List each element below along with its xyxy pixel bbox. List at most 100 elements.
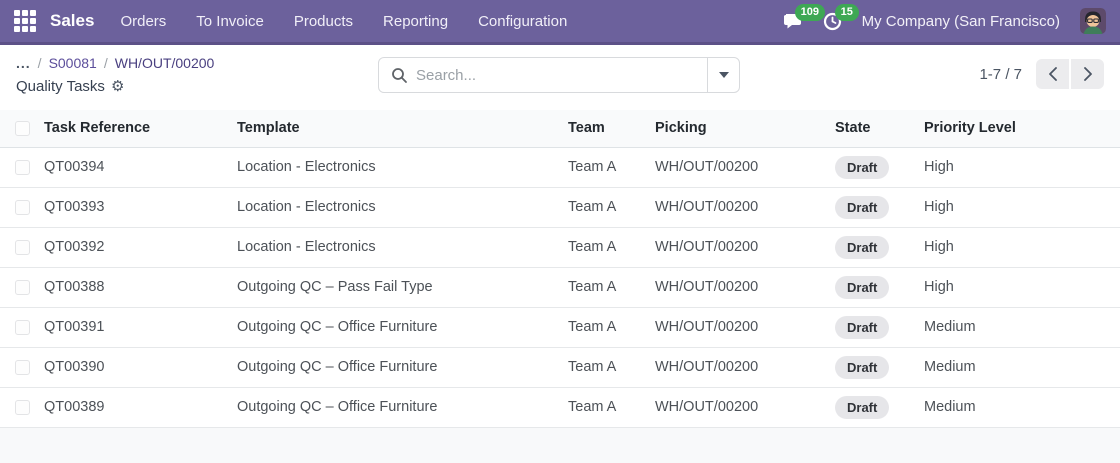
- team-cell: Team A: [568, 267, 655, 308]
- breadcrumb-parent-link[interactable]: S00081: [48, 55, 97, 71]
- table-row[interactable]: QT00393 Location - Electronics Team A WH…: [0, 187, 1120, 228]
- row-checkbox[interactable]: [15, 359, 30, 375]
- team-cell: Team A: [568, 227, 655, 268]
- task-reference-cell: QT00392: [44, 227, 237, 268]
- menu-item-products[interactable]: Products: [293, 12, 354, 30]
- row-checkbox[interactable]: [15, 159, 30, 175]
- picking-cell: WH/OUT/00200: [655, 387, 835, 428]
- table-row[interactable]: QT00389 Outgoing QC – Office Furniture T…: [0, 387, 1120, 428]
- pager-previous-button[interactable]: [1036, 59, 1069, 89]
- priority-cell: High: [924, 147, 1120, 188]
- picking-cell: WH/OUT/00200: [655, 267, 835, 308]
- list-footer: [0, 427, 1120, 463]
- breadcrumb-collapsed[interactable]: ...: [16, 55, 31, 71]
- row-select-cell: [0, 347, 44, 388]
- main-menu: Orders To Invoice Products Reporting Con…: [120, 13, 567, 30]
- column-header-template[interactable]: Template: [237, 110, 568, 148]
- state-badge: Draft: [835, 195, 890, 219]
- user-avatar[interactable]: [1080, 8, 1106, 34]
- table-row[interactable]: QT00390 Outgoing QC – Office Furniture T…: [0, 347, 1120, 388]
- team-cell: Team A: [568, 347, 655, 388]
- quality-tasks-table: Task Reference Template Team Picking Sta…: [0, 110, 1120, 428]
- column-header-priority-level[interactable]: Priority Level: [924, 110, 1120, 148]
- menu-item-reporting[interactable]: Reporting: [383, 12, 449, 30]
- template-cell: Outgoing QC – Pass Fail Type: [237, 267, 568, 308]
- messages-button[interactable]: 109: [783, 4, 825, 30]
- team-cell: Team A: [568, 147, 655, 188]
- page-title: Quality Tasks: [16, 77, 105, 95]
- apps-grid-icon[interactable]: [14, 10, 36, 32]
- breadcrumb: ... / S00081 / WH/OUT/00200: [16, 55, 214, 71]
- template-cell: Location - Electronics: [237, 147, 568, 188]
- select-all-checkbox[interactable]: [15, 120, 30, 136]
- menu-item-orders[interactable]: Orders: [120, 12, 167, 30]
- priority-cell: High: [924, 227, 1120, 268]
- template-cell: Location - Electronics: [237, 187, 568, 228]
- picking-cell: WH/OUT/00200: [655, 187, 835, 228]
- state-cell: Draft: [835, 307, 924, 348]
- search-input[interactable]: [416, 66, 707, 84]
- state-cell: Draft: [835, 227, 924, 268]
- avatar-image: [1080, 8, 1106, 34]
- state-badge: Draft: [835, 155, 890, 179]
- task-reference-cell: QT00388: [44, 267, 237, 308]
- search-bar: [378, 57, 740, 93]
- priority-cell: Medium: [924, 387, 1120, 428]
- row-select-cell: [0, 147, 44, 188]
- table-row[interactable]: QT00392 Location - Electronics Team A WH…: [0, 227, 1120, 268]
- row-select-cell: [0, 187, 44, 228]
- row-checkbox[interactable]: [15, 239, 30, 255]
- row-checkbox[interactable]: [15, 399, 30, 415]
- picking-cell: WH/OUT/00200: [655, 147, 835, 188]
- table-row[interactable]: QT00388 Outgoing QC – Pass Fail Type Tea…: [0, 267, 1120, 308]
- table-row[interactable]: QT00394 Location - Electronics Team A WH…: [0, 147, 1120, 188]
- pager-range[interactable]: 1-7 / 7: [979, 65, 1022, 83]
- chevron-left-icon: [1048, 67, 1057, 81]
- team-cell: Team A: [568, 307, 655, 348]
- state-cell: Draft: [835, 347, 924, 388]
- column-header-state[interactable]: State: [835, 110, 924, 148]
- activities-count-badge: 15: [834, 3, 859, 21]
- pager-next-button[interactable]: [1071, 59, 1104, 89]
- picking-cell: WH/OUT/00200: [655, 227, 835, 268]
- template-cell: Location - Electronics: [237, 227, 568, 268]
- caret-down-icon: [718, 72, 729, 78]
- row-select-cell: [0, 307, 44, 348]
- priority-cell: Medium: [924, 347, 1120, 388]
- row-checkbox[interactable]: [15, 199, 30, 215]
- row-checkbox[interactable]: [15, 319, 30, 335]
- template-cell: Outgoing QC – Office Furniture: [237, 307, 568, 348]
- template-cell: Outgoing QC – Office Furniture: [237, 347, 568, 388]
- state-badge: Draft: [835, 235, 890, 259]
- breadcrumb-separator: /: [37, 55, 42, 71]
- menu-item-to-invoice[interactable]: To Invoice: [196, 12, 264, 30]
- row-select-cell: [0, 387, 44, 428]
- company-switcher[interactable]: My Company (San Francisco): [861, 12, 1060, 30]
- team-cell: Team A: [568, 387, 655, 428]
- breadcrumb-separator: /: [103, 55, 108, 71]
- menu-item-configuration[interactable]: Configuration: [478, 12, 568, 30]
- column-header-task-reference[interactable]: Task Reference: [44, 110, 237, 148]
- row-select-cell: [0, 267, 44, 308]
- activities-button[interactable]: 15: [823, 3, 859, 31]
- picking-cell: WH/OUT/00200: [655, 347, 835, 388]
- state-badge: Draft: [835, 315, 890, 339]
- column-header-picking[interactable]: Picking: [655, 110, 835, 148]
- priority-cell: High: [924, 187, 1120, 228]
- row-checkbox[interactable]: [15, 279, 30, 295]
- search-options-toggle[interactable]: [707, 58, 739, 92]
- table-header-row: Task Reference Template Team Picking Sta…: [0, 110, 1120, 148]
- table-row[interactable]: QT00391 Outgoing QC – Office Furniture T…: [0, 307, 1120, 348]
- gear-icon[interactable]: ⚙: [110, 78, 125, 95]
- breadcrumb-current: WH/OUT/00200: [114, 55, 215, 71]
- team-cell: Team A: [568, 187, 655, 228]
- search-icon: [391, 67, 408, 84]
- column-header-team[interactable]: Team: [568, 110, 655, 148]
- task-reference-cell: QT00394: [44, 147, 237, 188]
- state-cell: Draft: [835, 267, 924, 308]
- state-badge: Draft: [835, 355, 890, 379]
- systray: 109 15 My Company (San Francisco): [783, 3, 1106, 34]
- select-all-cell: [0, 110, 44, 148]
- app-name[interactable]: Sales: [50, 11, 95, 30]
- task-table-body: QT00394 Location - Electronics Team A WH…: [0, 147, 1120, 428]
